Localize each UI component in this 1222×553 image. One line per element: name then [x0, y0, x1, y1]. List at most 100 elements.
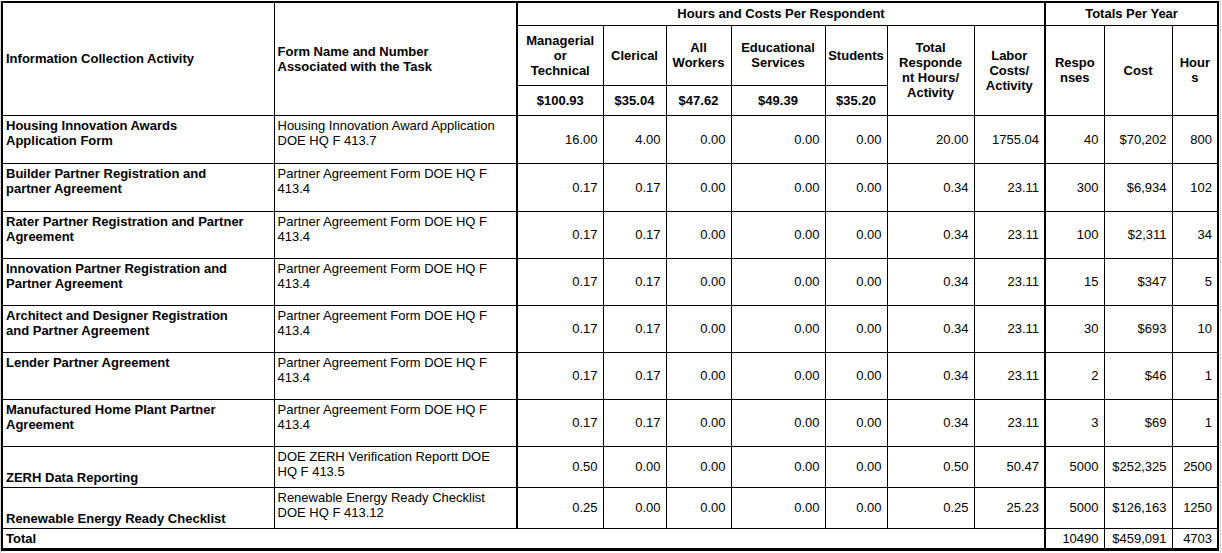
- table-header: Information Collection Activity Form Nam…: [2, 2, 1218, 115]
- table-body: Housing Innovation Awards Application Fo…: [2, 115, 1218, 528]
- total-respondent-hours-cell: 0.34: [887, 258, 974, 305]
- educational-services-hours-cell: 0.00: [731, 115, 825, 163]
- clerical-hours-cell: 0.17: [603, 352, 666, 399]
- responses-cell: 2: [1045, 352, 1104, 399]
- clerical-hours-cell: 4.00: [603, 115, 666, 163]
- form-cell: Partner Agreement Form DOE HQ F 413.4: [274, 399, 517, 446]
- educational-services-hours-cell: 0.00: [731, 258, 825, 305]
- table-row: Manufactured Home Plant Partner Agreemen…: [2, 399, 1218, 446]
- table-row: Architect and Designer Registration and …: [2, 305, 1218, 352]
- total-respondent-hours-cell: 0.34: [887, 163, 974, 211]
- all-workers-hours-cell: 0.00: [666, 399, 731, 446]
- cost-cell: $252,325: [1104, 446, 1172, 487]
- total-respondent-hours-cell: 20.00: [887, 115, 974, 163]
- hours-cell: 1: [1172, 352, 1218, 399]
- labor-costs-cell: 23.11: [974, 399, 1045, 446]
- form-cell: Partner Agreement Form DOE HQ F 413.4: [274, 211, 517, 258]
- hours-cell: 102: [1172, 163, 1218, 211]
- table-row: Housing Innovation Awards Application Fo…: [2, 115, 1218, 163]
- responses-cell: 3: [1045, 399, 1104, 446]
- form-cell: DOE ZERH Verification Reportt DOE HQ F 4…: [274, 446, 517, 487]
- educational-services-hours-cell: 0.00: [731, 446, 825, 487]
- managerial-hours-cell: 16.00: [517, 115, 603, 163]
- form-cell: Partner Agreement Form DOE HQ F 413.4: [274, 305, 517, 352]
- clerical-hours-cell: 0.17: [603, 258, 666, 305]
- labor-costs-cell: 23.11: [974, 258, 1045, 305]
- rate-students: $35.20: [825, 85, 887, 115]
- table-row: Innovation Partner Registration and Part…: [2, 258, 1218, 305]
- students-hours-cell: 0.00: [825, 446, 887, 487]
- hours-cell: 1250: [1172, 487, 1218, 528]
- students-hours-cell: 0.00: [825, 399, 887, 446]
- clerical-hours-cell: 0.17: [603, 211, 666, 258]
- rate-managerial: $100.93: [517, 85, 603, 115]
- form-cell: Partner Agreement Form DOE HQ F 413.4: [274, 352, 517, 399]
- activity-cell: Innovation Partner Registration and Part…: [2, 258, 274, 305]
- students-hours-cell: 0.00: [825, 487, 887, 528]
- managerial-hours-cell: 0.25: [517, 487, 603, 528]
- all-workers-hours-cell: 0.00: [666, 163, 731, 211]
- rate-clerical: $35.04: [603, 85, 666, 115]
- labor-costs-cell: 23.11: [974, 305, 1045, 352]
- header-activity: Information Collection Activity: [2, 2, 274, 115]
- header-cost: Cost: [1104, 25, 1172, 115]
- total-respondent-hours-cell: 0.34: [887, 305, 974, 352]
- header-students: Students: [825, 25, 887, 85]
- educational-services-hours-cell: 0.00: [731, 399, 825, 446]
- educational-services-hours-cell: 0.00: [731, 211, 825, 258]
- educational-services-hours-cell: 0.00: [731, 305, 825, 352]
- total-respondent-hours-cell: 0.34: [887, 352, 974, 399]
- managerial-hours-cell: 0.50: [517, 446, 603, 487]
- students-hours-cell: 0.00: [825, 211, 887, 258]
- activity-cell: ZERH Data Reporting: [2, 446, 274, 487]
- activity-cell: Architect and Designer Registration and …: [2, 305, 274, 352]
- cost-cell: $69: [1104, 399, 1172, 446]
- labor-costs-cell: 25.23: [974, 487, 1045, 528]
- labor-costs-cell: 50.47: [974, 446, 1045, 487]
- responses-cell: 40: [1045, 115, 1104, 163]
- gridline-right: [1220, 0, 1221, 553]
- clerical-hours-cell: 0.17: [603, 163, 666, 211]
- total-hours-cell: 4703: [1172, 528, 1218, 549]
- responses-cell: 15: [1045, 258, 1104, 305]
- students-hours-cell: 0.00: [825, 258, 887, 305]
- responses-cell: 300: [1045, 163, 1104, 211]
- managerial-hours-cell: 0.17: [517, 352, 603, 399]
- page-canvas: Information Collection Activity Form Nam…: [0, 0, 1222, 553]
- all-workers-hours-cell: 0.00: [666, 211, 731, 258]
- labor-costs-cell: 23.11: [974, 352, 1045, 399]
- responses-cell: 30: [1045, 305, 1104, 352]
- responses-cell: 5000: [1045, 487, 1104, 528]
- clerical-hours-cell: 0.00: [603, 446, 666, 487]
- managerial-hours-cell: 0.17: [517, 258, 603, 305]
- managerial-hours-cell: 0.17: [517, 305, 603, 352]
- total-respondent-hours-cell: 0.50: [887, 446, 974, 487]
- burden-cost-table: Information Collection Activity Form Nam…: [1, 1, 1219, 551]
- all-workers-hours-cell: 0.00: [666, 305, 731, 352]
- all-workers-hours-cell: 0.00: [666, 487, 731, 528]
- students-hours-cell: 0.00: [825, 163, 887, 211]
- header-group-hours-costs: Hours and Costs Per Respondent: [517, 2, 1045, 25]
- header-hours: Hour s: [1172, 25, 1218, 115]
- table-row: Renewable Energy Ready ChecklistRenewabl…: [2, 487, 1218, 528]
- table-row: Lender Partner AgreementPartner Agreemen…: [2, 352, 1218, 399]
- header-responses: Respo nses: [1045, 25, 1104, 115]
- all-workers-hours-cell: 0.00: [666, 115, 731, 163]
- table-row: ZERH Data ReportingDOE ZERH Verification…: [2, 446, 1218, 487]
- activity-cell: Renewable Energy Ready Checklist: [2, 487, 274, 528]
- cost-cell: $70,202: [1104, 115, 1172, 163]
- total-cost-cell: $459,091: [1104, 528, 1172, 549]
- managerial-hours-cell: 0.17: [517, 211, 603, 258]
- header-educational-services: Educational Services: [731, 25, 825, 85]
- header-group-totals: Totals Per Year: [1045, 2, 1218, 25]
- labor-costs-cell: 23.11: [974, 211, 1045, 258]
- rate-all-workers: $47.62: [666, 85, 731, 115]
- total-label-cell: Total: [2, 528, 1045, 549]
- clerical-hours-cell: 0.17: [603, 399, 666, 446]
- total-responses-cell: 10490: [1045, 528, 1104, 549]
- total-respondent-hours-cell: 0.34: [887, 211, 974, 258]
- cost-cell: $2,311: [1104, 211, 1172, 258]
- hours-cell: 800: [1172, 115, 1218, 163]
- all-workers-hours-cell: 0.00: [666, 352, 731, 399]
- responses-cell: 5000: [1045, 446, 1104, 487]
